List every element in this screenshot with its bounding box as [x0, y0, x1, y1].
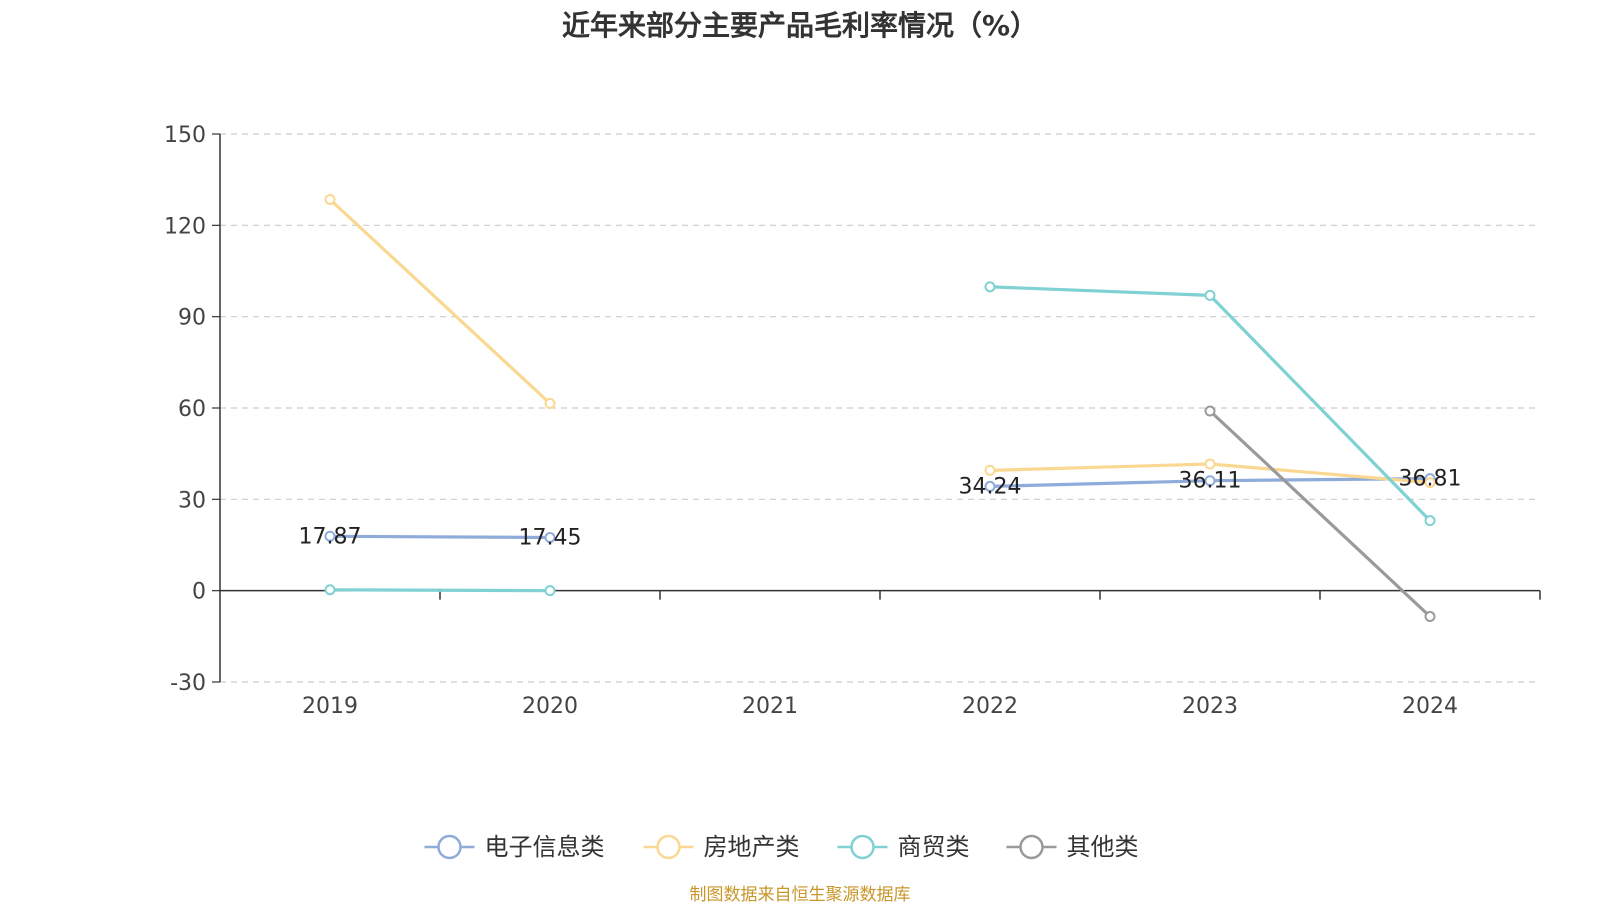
series-2 — [324, 193, 1436, 489]
legend-circle-icon — [1019, 834, 1044, 860]
legend-item-4[interactable]: 其他类 — [1006, 833, 1139, 861]
x-tick-label: 2019 — [302, 694, 358, 719]
source-note: 制图数据来自恒生聚源数据库 — [689, 885, 911, 905]
legend-item-3[interactable]: 商贸类 — [837, 833, 970, 861]
legend-item-2[interactable]: 房地产类 — [643, 833, 800, 861]
legend-label: 房地产类 — [704, 833, 800, 861]
series-line — [1208, 409, 1432, 619]
data-point — [324, 530, 336, 542]
series-line — [328, 588, 552, 593]
y-tick-label: 60 — [178, 397, 206, 422]
series-layer — [324, 193, 1436, 623]
y-tick-label: 30 — [178, 488, 206, 513]
x-tick-label: 2023 — [1182, 694, 1238, 719]
data-point — [1204, 289, 1216, 301]
data-point — [1424, 515, 1436, 527]
y-tick-label: -30 — [170, 671, 206, 696]
x-tick-label: 2020 — [522, 694, 578, 719]
series-1 — [324, 473, 1436, 544]
y-tick-label: 90 — [178, 306, 206, 331]
data-label: 34.24 — [959, 474, 1022, 499]
y-tick-label: 150 — [164, 123, 206, 148]
x-tick-label: 2024 — [1402, 694, 1458, 719]
data-point — [324, 584, 336, 596]
series-line — [328, 197, 552, 405]
data-point — [544, 585, 556, 597]
line-chart: -30 0 30 60 90 120 150 2019 2020 2021 2022 2023 2024… — [164, 123, 1541, 861]
series-3 — [324, 281, 1436, 597]
data-point — [1424, 611, 1436, 623]
y-tick-label: 0 — [192, 580, 206, 605]
chart-title: 近年来部分主要产品毛利率情况（%） — [561, 9, 1039, 42]
x-tick-label: 2022 — [962, 694, 1018, 719]
legend-circle-icon — [850, 834, 875, 860]
legend-circle-icon — [656, 834, 681, 860]
data-point — [1204, 475, 1216, 487]
data-label-layer: 17.87 17.45 34.24 36.11 36.81 — [299, 467, 1462, 551]
data-point — [1204, 405, 1216, 417]
y-tick-label: 120 — [164, 214, 206, 239]
series-4 — [1204, 405, 1436, 623]
data-point — [984, 480, 996, 492]
data-label: 36.11 — [1179, 469, 1242, 494]
data-point — [544, 397, 556, 409]
legend-label: 其他类 — [1067, 833, 1139, 861]
axis-layer: -30 0 30 60 90 120 150 2019 2020 2021 2022 2023 2024 — [164, 123, 1541, 719]
data-point — [544, 532, 556, 544]
data-point — [984, 464, 996, 476]
data-point — [324, 193, 336, 205]
data-label: 36.81 — [1399, 467, 1462, 492]
data-label: 17.87 — [299, 524, 362, 549]
legend-circle-icon — [437, 834, 462, 860]
data-point — [1204, 458, 1216, 470]
legend[interactable]: 电子信息类 房地产类 商贸类 其他类 — [424, 833, 1139, 861]
legend-label: 电子信息类 — [485, 833, 605, 861]
legend-label: 商贸类 — [898, 833, 970, 861]
series-line — [328, 534, 552, 540]
x-tick-label: 2021 — [742, 694, 798, 719]
grid-layer — [220, 133, 1540, 683]
data-label: 17.45 — [519, 526, 582, 551]
data-point — [984, 281, 996, 293]
data-point — [1424, 477, 1436, 489]
legend-item-1[interactable]: 电子信息类 — [424, 833, 605, 861]
